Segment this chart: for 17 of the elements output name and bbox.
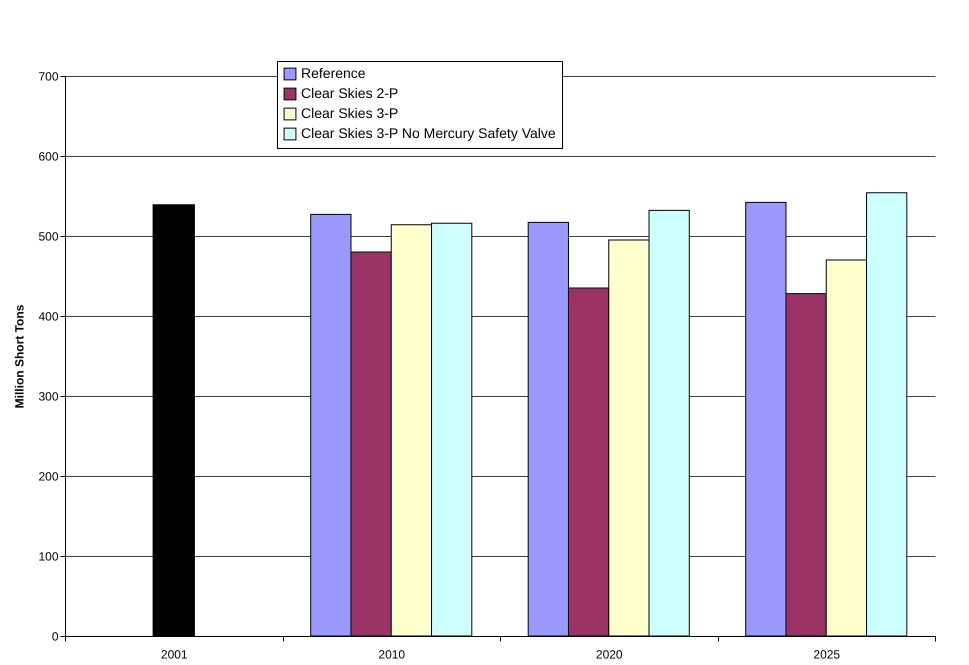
y-tick-label: 600 [38,150,59,164]
y-tick-label: 500 [38,230,59,244]
y-tick-label: 200 [38,470,59,484]
y-tick-label: 700 [38,70,59,84]
x-tick-label: 2010 [378,648,406,662]
x-tick-label: 2001 [160,648,188,662]
legend-label: Reference [301,65,366,81]
x-tick-label: 2020 [596,648,623,662]
y-axis-title: Million Short Tons [12,304,26,408]
y-tick-label: 100 [38,550,59,564]
legend-label: Clear Skies 2-P [301,85,398,101]
y-tick-label: 300 [38,390,59,404]
legend-label: Clear Skies 3-P [301,105,398,121]
y-tick-label: 0 [52,630,59,644]
x-tick-label: 2025 [813,648,840,662]
y-tick-label: 400 [38,310,59,324]
legend-label: Clear Skies 3-P No Mercury Safety Valve [301,125,556,141]
